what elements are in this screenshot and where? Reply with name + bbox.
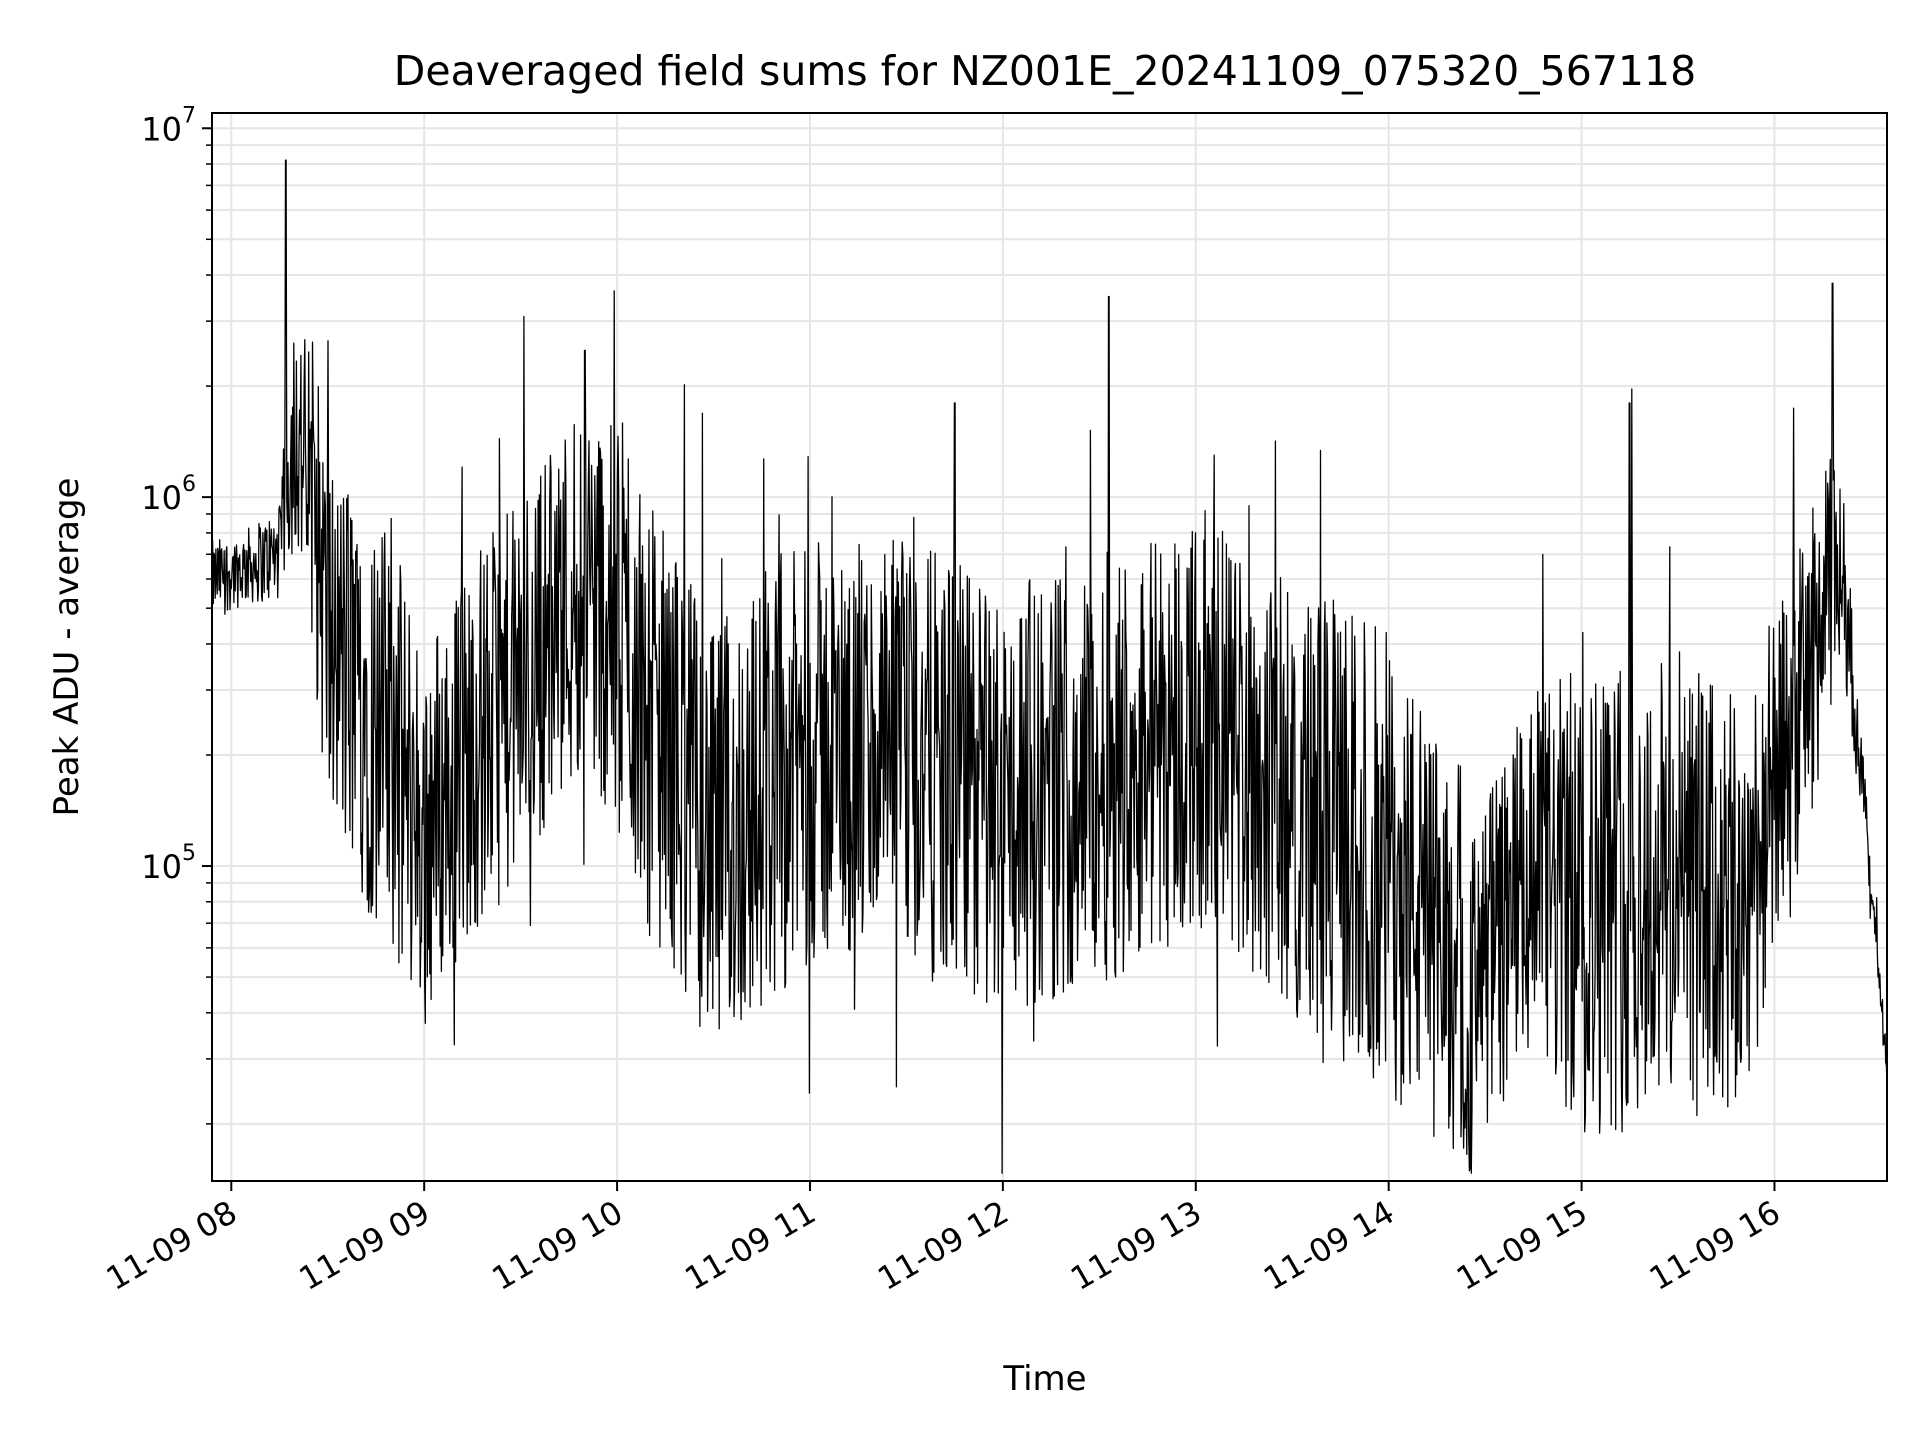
plot-area <box>211 159 1888 1174</box>
y-axis: 105 106 107 <box>141 103 212 1125</box>
x-tick-label: 11-09 09 <box>293 1193 437 1298</box>
x-axis: 11-09 08 11-09 09 11-09 10 11-09 11 11-09 12… <box>100 1181 1787 1298</box>
y-axis-label: Peak ADU - average <box>47 478 87 817</box>
plot-frame <box>211 112 1888 1182</box>
series-line <box>211 159 1888 1174</box>
chart-title: Deaveraged field sums for NZ001E_2024110… <box>394 47 1696 95</box>
x-axis-label: Time <box>1002 1359 1086 1399</box>
x-tick-label: 11-09 11 <box>678 1193 822 1298</box>
x-tick-label: 11-09 08 <box>100 1193 244 1298</box>
x-tick-label: 11-09 10 <box>485 1193 629 1298</box>
x-tick-label: 11-09 12 <box>871 1193 1015 1298</box>
x-tick-label: 11-09 16 <box>1643 1193 1787 1298</box>
x-tick-label: 11-09 15 <box>1450 1193 1594 1298</box>
x-tick-label: 11-09 14 <box>1257 1193 1401 1298</box>
y-tick-label: 106 <box>141 472 196 517</box>
y-tick-label: 107 <box>141 103 196 148</box>
y-tick-label: 105 <box>141 841 196 886</box>
grid <box>212 113 1887 1181</box>
x-tick-label: 11-09 13 <box>1064 1193 1208 1298</box>
